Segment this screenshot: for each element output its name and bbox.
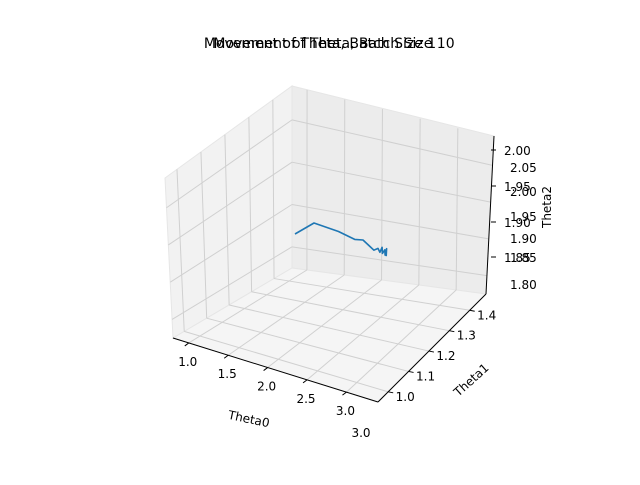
x-tick-label-1: 1.5: [218, 367, 237, 381]
z-tick-label-back-3: 1.95: [510, 210, 537, 224]
x-tick-label-2: 2.0: [257, 380, 276, 394]
y-tick-mark-4: [470, 310, 475, 311]
y-tick-label-3: 1.3: [457, 329, 476, 343]
y-tick-mark-2: [429, 351, 434, 352]
x-tick-label-3: 2.5: [296, 392, 315, 406]
z-tick-label-back-4: 2.00: [510, 185, 537, 199]
y-tick-label-2: 1.2: [436, 349, 455, 363]
y-axis-label: Theta1: [450, 361, 491, 400]
z-tick-label-back-0: 1.80: [510, 278, 537, 292]
z-tick-label-back-5: 2.05: [510, 161, 537, 175]
y-tick-mark-1: [409, 371, 414, 372]
z-tick-label-back-1: 1.85: [510, 251, 537, 265]
z-tick-label-back-2: 1.90: [510, 232, 537, 246]
pane-back: [292, 86, 494, 294]
x-tick-mark-0: [185, 343, 189, 346]
y-tick-mark-0: [388, 392, 393, 393]
chart-title-2: Movement of Theta, Batch Size 10: [213, 36, 454, 52]
x-tick-mark-1: [224, 355, 228, 358]
x-tick-label-0: 1.0: [178, 355, 197, 369]
z-axis-label: Theta2: [540, 186, 554, 229]
back-grid-x-1: [344, 99, 345, 275]
x-axis-label: Theta0: [226, 408, 271, 431]
y-tick-mark-3: [449, 331, 454, 332]
x-tick-mark-3: [303, 380, 307, 383]
x-tick-mark-2: [264, 368, 268, 371]
z-tick-label-front-3: 2.00: [504, 144, 531, 158]
x-tick-label-ghost: 3.0: [351, 426, 370, 440]
y-tick-label-4: 1.4: [477, 308, 496, 322]
y-tick-label-1: 1.1: [416, 369, 435, 383]
y-tick-label-0: 1.0: [396, 390, 415, 404]
x-tick-mark-4: [342, 392, 346, 395]
x-tick-label-4: 3.0: [336, 404, 355, 418]
